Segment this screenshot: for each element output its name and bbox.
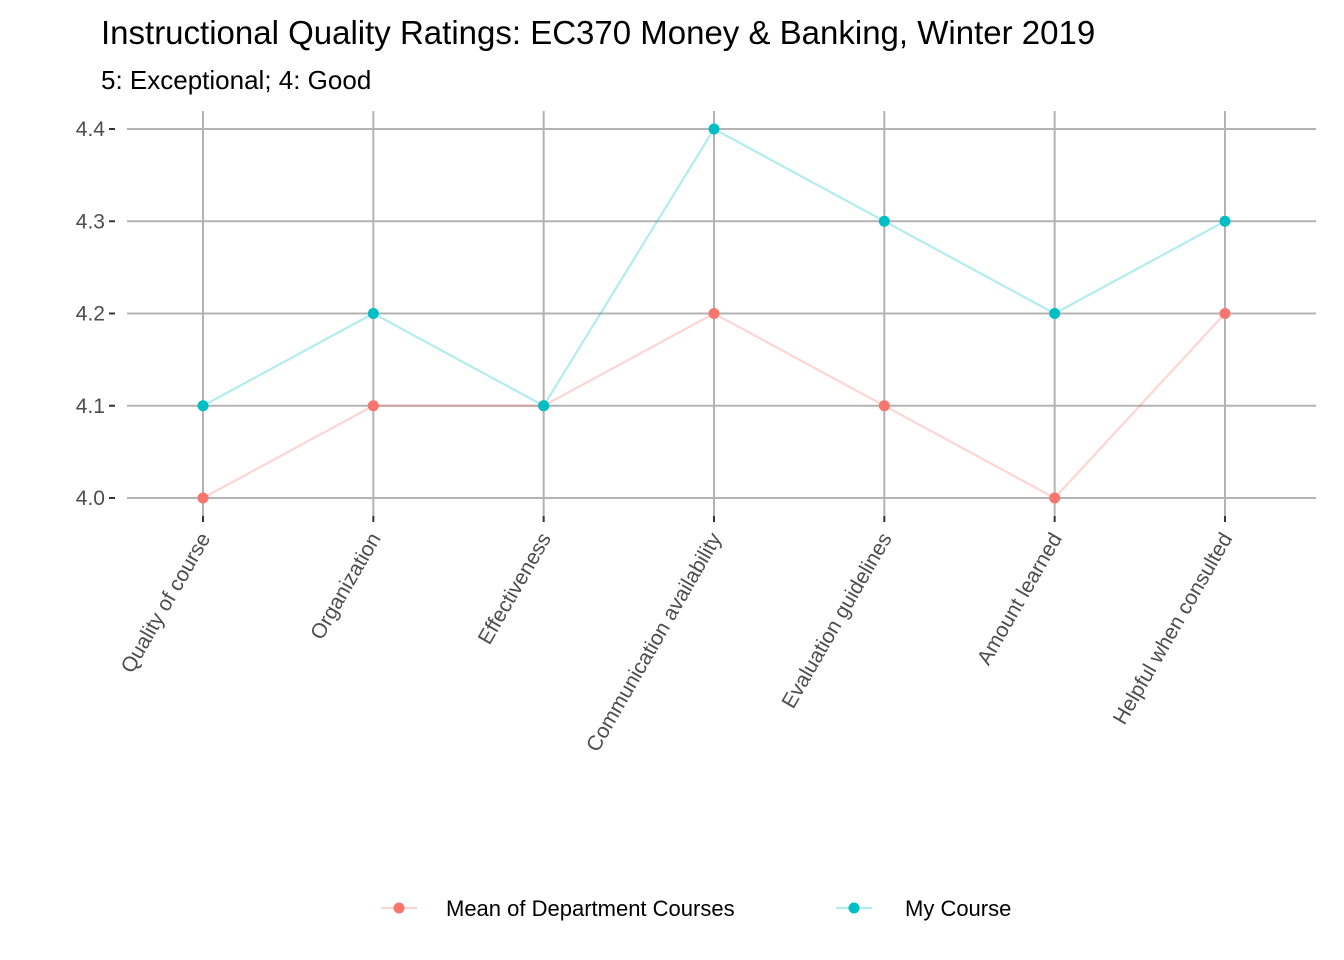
data-point <box>197 492 209 504</box>
legend-label: Mean of Department Courses <box>446 896 735 921</box>
series-1 <box>197 123 1231 412</box>
x-tick-label: Quality of course <box>117 529 216 677</box>
y-tick-label: 4.4 <box>76 118 106 141</box>
y-tick-label: 4.0 <box>76 487 105 510</box>
x-tick-label: Evaluation guidelines <box>777 529 896 712</box>
chart-title: Instructional Quality Ratings: EC370 Mon… <box>101 14 1095 51</box>
y-axis-ticks: 4.0 4.1 4.2 4.3 4.4 <box>76 118 115 510</box>
x-tick-label: Organization <box>306 529 385 644</box>
data-point <box>1219 215 1231 227</box>
legend: Mean of Department Courses My Course <box>381 896 1011 921</box>
data-point <box>1049 308 1061 319</box>
x-tick-label: Helpful when consulted <box>1109 529 1237 729</box>
legend-item: Mean of Department Courses <box>381 896 735 921</box>
legend-label: My Course <box>905 896 1011 921</box>
data-point <box>367 308 379 319</box>
legend-key-point <box>848 902 860 914</box>
data-point <box>708 308 720 319</box>
x-tick-label: Effectiveness <box>474 529 556 648</box>
data-point <box>367 400 379 412</box>
y-tick-label: 4.2 <box>76 303 105 326</box>
data-point <box>1049 492 1061 504</box>
x-tick-label: Communication availability <box>582 529 726 756</box>
grid <box>127 111 1316 516</box>
legend-key-point <box>393 902 405 914</box>
y-tick-label: 4.3 <box>76 210 105 233</box>
data-point <box>197 400 209 412</box>
legend-item: My Course <box>836 896 1011 921</box>
data-point <box>708 123 720 135</box>
data-point <box>878 400 890 412</box>
data-point <box>878 215 890 227</box>
y-tick-label: 4.1 <box>76 395 105 418</box>
chart-subtitle: 5: Exceptional; 4: Good <box>101 65 371 95</box>
data-point <box>538 400 550 412</box>
x-axis-ticks: Quality of course Organization Effectivene… <box>117 516 1237 756</box>
x-tick-label: Amount learned <box>973 529 1067 669</box>
data-point <box>1219 308 1231 319</box>
series-group <box>197 123 1231 504</box>
